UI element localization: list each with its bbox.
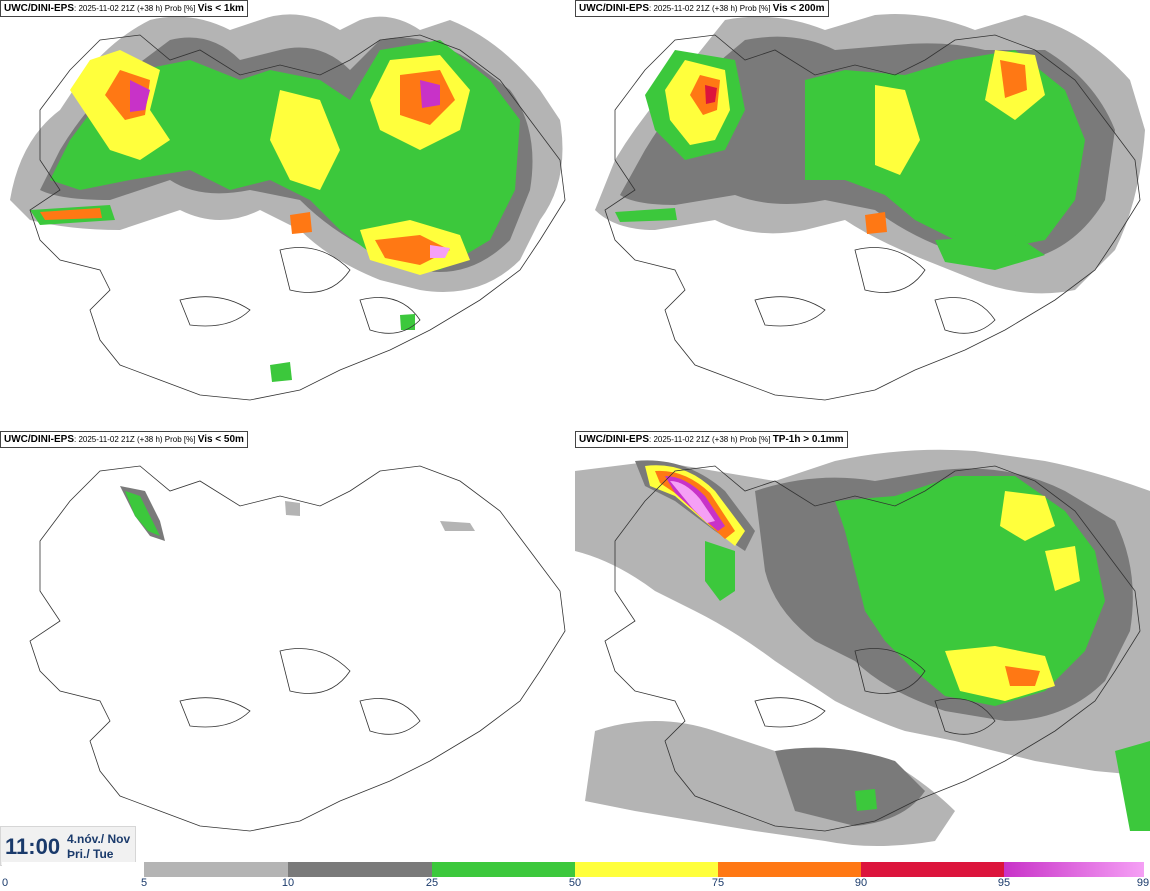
model-source: UWC/DINI-EPS	[579, 434, 649, 445]
legend-tick-label: 90	[854, 877, 868, 889]
legend-tick-label: 99	[1136, 877, 1150, 889]
legend-tick-label: 5	[140, 877, 148, 889]
field-label: Vis < 1km	[197, 3, 244, 14]
probability-map	[29, 465, 566, 832]
iceland-outline-icon	[604, 34, 1141, 401]
map-panel-vis-1km: UWC/DINI-EPS: 2025-11-02 21Z (+38 h) Pro…	[0, 0, 575, 431]
probability-map	[595, 14, 1145, 401]
map-panel-vis-200m: UWC/DINI-EPS: 2025-11-02 21Z (+38 h) Pro…	[575, 0, 1150, 431]
probability-map	[575, 431, 1150, 862]
legend-tick-label: 25	[425, 877, 439, 889]
map-panel-vis-50m: UWC/DINI-EPS: 2025-11-02 21Z (+38 h) Pro…	[0, 431, 575, 862]
iceland-outline-icon	[29, 465, 566, 832]
legend-tick-label: 75	[711, 877, 725, 889]
model-source: UWC/DINI-EPS	[4, 434, 74, 445]
legend-tick-label: 10	[281, 877, 295, 889]
legend-tick-label: 0	[1, 877, 9, 889]
panel-title: UWC/DINI-EPS: 2025-11-02 21Z (+38 h) Pro…	[575, 431, 848, 448]
run-info: : 2025-11-02 21Z (+38 h) Prob [%]	[74, 435, 198, 444]
valid-date-line2: Þri./ Tue	[67, 847, 114, 861]
legend-swatch	[432, 862, 575, 877]
valid-date: 4.nóv./ Nov Þri./ Tue	[67, 832, 130, 862]
valid-date-line1: 4.nóv./ Nov	[67, 832, 131, 846]
run-info: : 2025-11-02 21Z (+38 h) Prob [%]	[649, 435, 773, 444]
field-label: Vis < 200m	[772, 3, 825, 14]
panel-title: UWC/DINI-EPS: 2025-11-02 21Z (+38 h) Pro…	[0, 431, 248, 448]
legend-swatch	[575, 862, 718, 877]
panel-title: UWC/DINI-EPS: 2025-11-02 21Z (+38 h) Pro…	[0, 0, 248, 17]
color-legend: 0 5 10 25 50 75 90 95 99	[0, 862, 1150, 891]
iceland-outline-icon	[29, 34, 566, 401]
panel-title: UWC/DINI-EPS: 2025-11-02 21Z (+38 h) Pro…	[575, 0, 829, 17]
valid-time: 11:00	[5, 834, 61, 859]
legend-swatch	[288, 862, 432, 877]
legend-tick-label: 95	[997, 877, 1011, 889]
field-label: Vis < 50m	[197, 434, 244, 445]
probability-map	[10, 14, 566, 401]
field-label: TP-1h > 0.1mm	[772, 434, 844, 445]
legend-swatch	[718, 862, 861, 877]
iceland-outline-icon	[604, 465, 1141, 832]
run-info: : 2025-11-02 21Z (+38 h) Prob [%]	[74, 4, 198, 13]
model-source: UWC/DINI-EPS	[4, 3, 74, 14]
legend-swatch	[861, 862, 1004, 877]
run-info: : 2025-11-02 21Z (+38 h) Prob [%]	[649, 4, 773, 13]
legend-swatch	[1004, 862, 1144, 877]
valid-time-box: 11:00 4.nóv./ Nov Þri./ Tue	[0, 826, 136, 866]
map-panel-tp-1h: UWC/DINI-EPS: 2025-11-02 21Z (+38 h) Pro…	[575, 431, 1150, 862]
legend-tick-label: 50	[568, 877, 582, 889]
legend-swatch	[144, 862, 288, 877]
model-source: UWC/DINI-EPS	[579, 3, 649, 14]
legend-swatch	[2, 862, 144, 877]
